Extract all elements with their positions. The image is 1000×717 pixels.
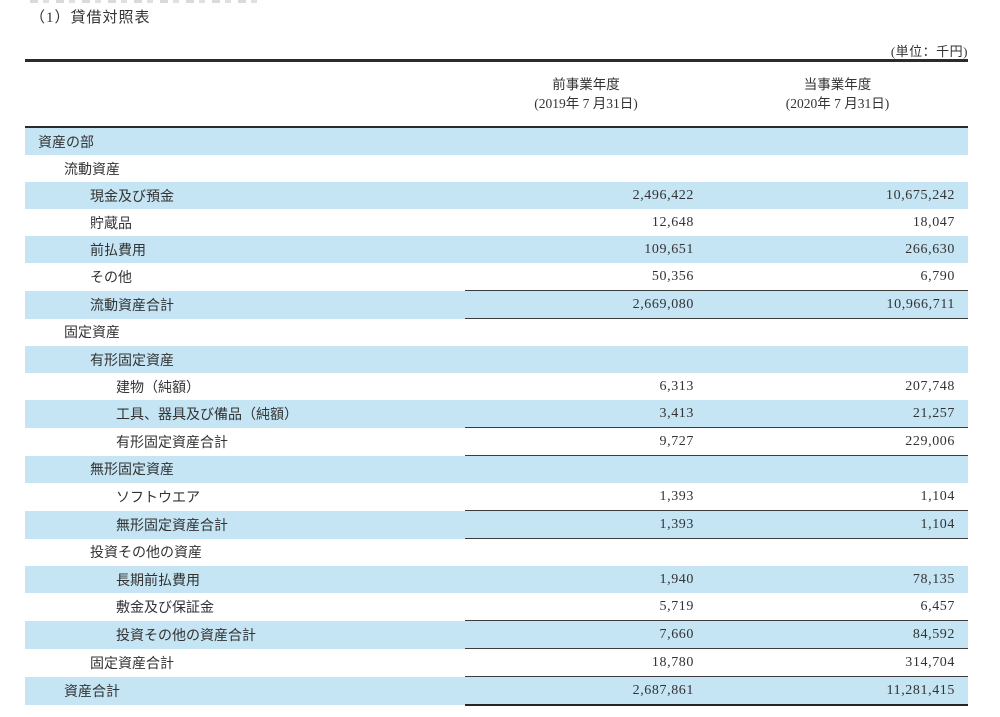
value-current-year: 6,790 xyxy=(920,268,955,284)
value-current-year xyxy=(707,346,968,373)
value-prev-year: 1,940 xyxy=(659,571,694,587)
value-current-year: 11,281,415 xyxy=(707,676,968,706)
value-current-year: 10,966,711 xyxy=(707,290,968,319)
table-row: 貯蔵品 12,648 18,047 xyxy=(25,209,968,236)
row-label: ソフトウエア xyxy=(116,490,200,506)
header-curr-period-date: (2020年 7 月31日) xyxy=(785,96,890,111)
value-current-year xyxy=(707,456,968,484)
value-current-year xyxy=(707,319,968,347)
header-prev-period-label: 前事業年度 xyxy=(552,77,620,92)
table-row: 投資その他の資産 xyxy=(25,539,968,567)
table-row: 無形固定資産 xyxy=(25,455,968,484)
table-row: 流動資産 xyxy=(25,155,968,182)
table-row: 流動資産合計 2,669,080 10,966,711 xyxy=(25,290,968,319)
table-row: 工具、器具及び備品（純額） 3,413 21,257 xyxy=(25,400,968,428)
value-current-year: 18,047 xyxy=(912,214,955,230)
value-prev-year xyxy=(465,319,707,347)
value-prev-year: 3,413 xyxy=(659,405,694,421)
table-row: 有形固定資産合計 9,727 229,006 xyxy=(25,427,968,456)
value-prev-year: 2,687,861 xyxy=(465,676,707,706)
header-curr-period-label: 当事業年度 xyxy=(803,77,872,92)
table-row: 資産合計 2,687,861 11,281,415 xyxy=(25,676,968,706)
value-prev-year xyxy=(465,155,707,182)
clipped-text-artifact xyxy=(30,0,258,3)
table-row: 長期前払費用 1,940 78,135 xyxy=(25,566,968,593)
row-label: その他 xyxy=(90,270,132,286)
value-current-year: 229,006 xyxy=(707,427,968,456)
value-prev-year: 6,313 xyxy=(659,378,694,394)
value-prev-year: 12,648 xyxy=(651,214,694,230)
value-prev-year: 9,727 xyxy=(465,427,707,456)
value-prev-year xyxy=(465,539,707,567)
value-prev-year: 1,393 xyxy=(659,488,694,504)
value-current-year xyxy=(707,155,968,182)
value-prev-year: 1,393 xyxy=(465,510,707,539)
value-current-year: 1,104 xyxy=(920,488,955,504)
table-row: 現金及び預金 2,496,422 10,675,242 xyxy=(25,182,968,209)
row-label: 流動資産合計 xyxy=(90,298,174,314)
row-label: 工具、器具及び備品（純額） xyxy=(116,407,298,423)
value-prev-year xyxy=(465,456,707,484)
row-label: 流動資産 xyxy=(64,162,120,178)
value-current-year: 266,630 xyxy=(905,241,955,257)
header-prev-period: 前事業年度 (2019年 7 月31日) xyxy=(465,60,707,128)
row-label: 貯蔵品 xyxy=(90,216,132,232)
row-label: 有形固定資産 xyxy=(90,353,174,369)
table-row: 前払費用 109,651 266,630 xyxy=(25,236,968,263)
value-current-year: 1,104 xyxy=(707,510,968,539)
table-row: ソフトウエア 1,393 1,104 xyxy=(25,483,968,511)
value-prev-year: 7,660 xyxy=(465,620,707,649)
value-prev-year xyxy=(465,127,707,155)
row-label: 固定資産 xyxy=(64,326,120,342)
value-prev-year: 50,356 xyxy=(651,268,694,284)
row-label: 現金及び預金 xyxy=(90,189,174,205)
header-prev-period-date: (2019年 7 月31日) xyxy=(534,96,638,111)
row-label: 無形固定資産 xyxy=(90,463,174,479)
page-title: （1）貸借対照表 xyxy=(30,10,151,26)
value-current-year: 21,257 xyxy=(912,405,955,421)
value-current-year: 84,592 xyxy=(707,620,968,649)
table-row: 有形固定資産 xyxy=(25,346,968,373)
row-label: 有形固定資産合計 xyxy=(116,435,228,451)
table-row: 建物（純額） 6,313 207,748 xyxy=(25,373,968,400)
table-row: 固定資産合計 18,780 314,704 xyxy=(25,649,968,677)
value-prev-year: 2,669,080 xyxy=(465,290,707,319)
row-label: 長期前払費用 xyxy=(116,573,200,589)
row-label: 投資その他の資産 xyxy=(90,546,202,562)
unit-note: (単位：千円) xyxy=(890,44,968,59)
value-current-year xyxy=(707,539,968,567)
table-row: 固定資産 xyxy=(25,319,968,347)
value-current-year: 78,135 xyxy=(912,571,955,587)
table-row: 無形固定資産合計 1,393 1,104 xyxy=(25,510,968,539)
header-curr-period: 当事業年度 (2020年 7 月31日) xyxy=(707,60,968,128)
table-row: 投資その他の資産合計 7,660 84,592 xyxy=(25,620,968,649)
row-label: 投資その他の資産合計 xyxy=(116,628,256,644)
header-row: 前事業年度 (2019年 7 月31日) 当事業年度 (2020年 7 月31日… xyxy=(25,60,968,128)
value-prev-year: 18,780 xyxy=(651,654,694,670)
row-label: 資産合計 xyxy=(64,684,120,700)
row-label: 固定資産合計 xyxy=(90,656,174,672)
value-current-year: 314,704 xyxy=(905,654,955,670)
value-current-year: 10,675,242 xyxy=(886,187,955,203)
balance-sheet-table: 前事業年度 (2019年 7 月31日) 当事業年度 (2020年 7 月31日… xyxy=(25,59,968,706)
table-row: その他 50,356 6,790 xyxy=(25,263,968,291)
value-current-year: 6,457 xyxy=(920,598,955,614)
row-label: 敷金及び保証金 xyxy=(116,600,214,616)
value-current-year xyxy=(707,127,968,155)
value-prev-year: 5,719 xyxy=(659,598,694,614)
value-prev-year: 109,651 xyxy=(644,241,694,257)
row-label: 建物（純額） xyxy=(116,380,200,396)
table-row: 敷金及び保証金 5,719 6,457 xyxy=(25,593,968,621)
header-empty-cell xyxy=(25,60,465,128)
row-label: 前払費用 xyxy=(90,243,146,259)
row-label: 無形固定資産合計 xyxy=(116,518,228,534)
value-prev-year xyxy=(465,346,707,373)
value-current-year: 207,748 xyxy=(905,378,955,394)
table-row: 資産の部 xyxy=(25,127,968,155)
row-label: 資産の部 xyxy=(38,135,94,151)
value-prev-year: 2,496,422 xyxy=(632,187,694,203)
